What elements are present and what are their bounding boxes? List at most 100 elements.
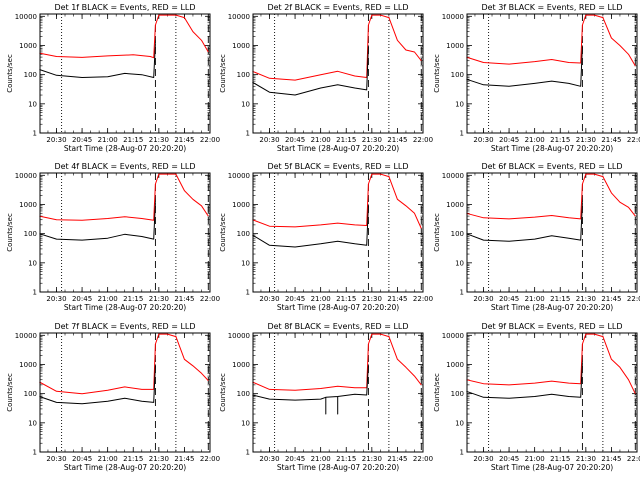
plot-frame <box>39 332 211 453</box>
red-series-line <box>466 14 636 67</box>
x-tick-label: 20:30 <box>473 295 493 303</box>
x-tick-label: 21:00 <box>311 136 331 144</box>
panel-title: Det 7f BLACK = Events, RED = LLD <box>54 322 195 331</box>
y-tick-label: 1 <box>246 289 250 297</box>
y-tick-label: 1 <box>460 289 464 297</box>
plot-frame <box>252 332 424 453</box>
black-series-line <box>39 43 156 78</box>
plot-frame <box>252 172 424 293</box>
y-tick-label: 10 <box>28 100 37 108</box>
y-tick-label: 10 <box>455 419 464 427</box>
panel-1: Det 1f BLACK = Events, RED = LLD Counts/s… <box>6 3 220 153</box>
y-tick-label: 100 <box>24 71 37 79</box>
y-tick-label: 100 <box>24 390 37 398</box>
x-tick-label: 22:00 <box>200 136 220 144</box>
x-tick-label: 21:30 <box>362 295 382 303</box>
y-tick-label: 100 <box>451 71 464 79</box>
red-series-line <box>39 173 209 221</box>
panel-2: Det 2f BLACK = Events, RED = LLD Counts/s… <box>219 3 433 153</box>
y-tick-label: 1000 <box>232 201 250 209</box>
y-axis-label: Counts/sec <box>219 54 227 93</box>
y-axis-label: Counts/sec <box>219 373 227 412</box>
y-tick-label: 1 <box>33 449 37 457</box>
y-tick-label: 10000 <box>442 13 464 21</box>
x-tick-label: 21:00 <box>311 295 331 303</box>
x-axis-label: Start Time (28-Aug-07 20:20:20) <box>64 463 186 472</box>
x-tick-label: 21:15 <box>336 295 356 303</box>
y-tick-label: 1000 <box>446 42 464 50</box>
y-tick-label: 10 <box>241 259 250 267</box>
panel-title: Det 1f BLACK = Events, RED = LLD <box>54 3 195 12</box>
y-tick-label: 100 <box>451 230 464 238</box>
plot-frame <box>39 172 211 293</box>
x-tick-label: 20:30 <box>259 295 279 303</box>
x-tick-label: 21:45 <box>387 295 407 303</box>
x-tick-label: 21:30 <box>576 295 596 303</box>
panel-9: Det 9f BLACK = Events, RED = LLD Counts/s… <box>433 322 640 472</box>
x-tick-label: 20:45 <box>285 455 305 463</box>
black-series-line <box>466 45 583 87</box>
y-tick-label: 1 <box>460 449 464 457</box>
x-tick-label: 21:15 <box>550 136 570 144</box>
y-tick-label: 1000 <box>19 201 37 209</box>
y-tick-label: 1 <box>33 130 37 138</box>
x-axis-label: Start Time (28-Aug-07 20:20:20) <box>491 144 613 153</box>
x-tick-label: 21:15 <box>336 136 356 144</box>
x-tick-label: 21:00 <box>98 455 118 463</box>
red-series-line <box>466 173 636 220</box>
panel-title: Det 8f BLACK = Events, RED = LLD <box>267 322 408 331</box>
black-series-line <box>466 202 583 242</box>
red-series-line <box>252 333 422 391</box>
panel-title: Det 6f BLACK = Events, RED = LLD <box>481 162 622 171</box>
y-tick-label: 1 <box>246 449 250 457</box>
plot-frame <box>466 172 638 293</box>
panel-4: Det 4f BLACK = Events, RED = LLD Counts/s… <box>6 162 220 312</box>
panel-title: Det 4f BLACK = Events, RED = LLD <box>54 162 195 171</box>
y-tick-label: 100 <box>237 71 250 79</box>
y-axis-label: Counts/sec <box>6 373 14 412</box>
black-series-line <box>39 202 156 241</box>
y-tick-label: 1 <box>460 130 464 138</box>
x-tick-label: 21:15 <box>550 295 570 303</box>
y-axis-label: Counts/sec <box>219 213 227 252</box>
x-axis-label: Start Time (28-Aug-07 20:20:20) <box>277 303 399 312</box>
y-tick-label: 10 <box>28 259 37 267</box>
y-axis-label: Counts/sec <box>433 54 441 93</box>
panel-6: Det 6f BLACK = Events, RED = LLD Counts/s… <box>433 162 640 312</box>
red-series-line <box>39 14 209 59</box>
x-tick-label: 20:30 <box>473 136 493 144</box>
x-tick-label: 21:45 <box>387 136 407 144</box>
panel-5: Det 5f BLACK = Events, RED = LLD Counts/s… <box>219 162 433 312</box>
red-series-line <box>252 14 422 81</box>
x-tick-label: 21:30 <box>149 455 169 463</box>
x-tick-label: 20:30 <box>473 455 493 463</box>
x-axis-label: Start Time (28-Aug-07 20:20:20) <box>64 303 186 312</box>
x-tick-label: 20:45 <box>499 295 519 303</box>
panel-title: Det 9f BLACK = Events, RED = LLD <box>481 322 622 331</box>
red-series-line <box>466 333 636 394</box>
panel-8: Det 8f BLACK = Events, RED = LLD Counts/s… <box>219 322 433 472</box>
x-tick-label: 22:00 <box>413 136 433 144</box>
x-tick-label: 20:30 <box>259 136 279 144</box>
x-tick-label: 21:45 <box>601 455 621 463</box>
x-tick-label: 21:30 <box>576 455 596 463</box>
x-tick-label: 20:45 <box>499 455 519 463</box>
panel-3: Det 3f BLACK = Events, RED = LLD Counts/s… <box>433 3 640 153</box>
black-series-line <box>252 204 369 248</box>
plot-frame <box>466 332 638 453</box>
y-tick-label: 10000 <box>228 332 250 340</box>
x-tick-label: 22:00 <box>627 295 640 303</box>
x-axis-label: Start Time (28-Aug-07 20:20:20) <box>277 144 399 153</box>
panel-title: Det 2f BLACK = Events, RED = LLD <box>267 3 408 12</box>
x-tick-label: 20:45 <box>285 136 305 144</box>
x-tick-label: 20:45 <box>499 136 519 144</box>
x-tick-label: 21:30 <box>149 136 169 144</box>
y-tick-label: 1000 <box>446 361 464 369</box>
x-axis-label: Start Time (28-Aug-07 20:20:20) <box>491 303 613 312</box>
y-tick-label: 1000 <box>19 42 37 50</box>
y-tick-label: 1000 <box>446 201 464 209</box>
y-tick-label: 10 <box>455 259 464 267</box>
y-tick-label: 10000 <box>15 172 37 180</box>
x-axis-label: Start Time (28-Aug-07 20:20:20) <box>491 463 613 472</box>
